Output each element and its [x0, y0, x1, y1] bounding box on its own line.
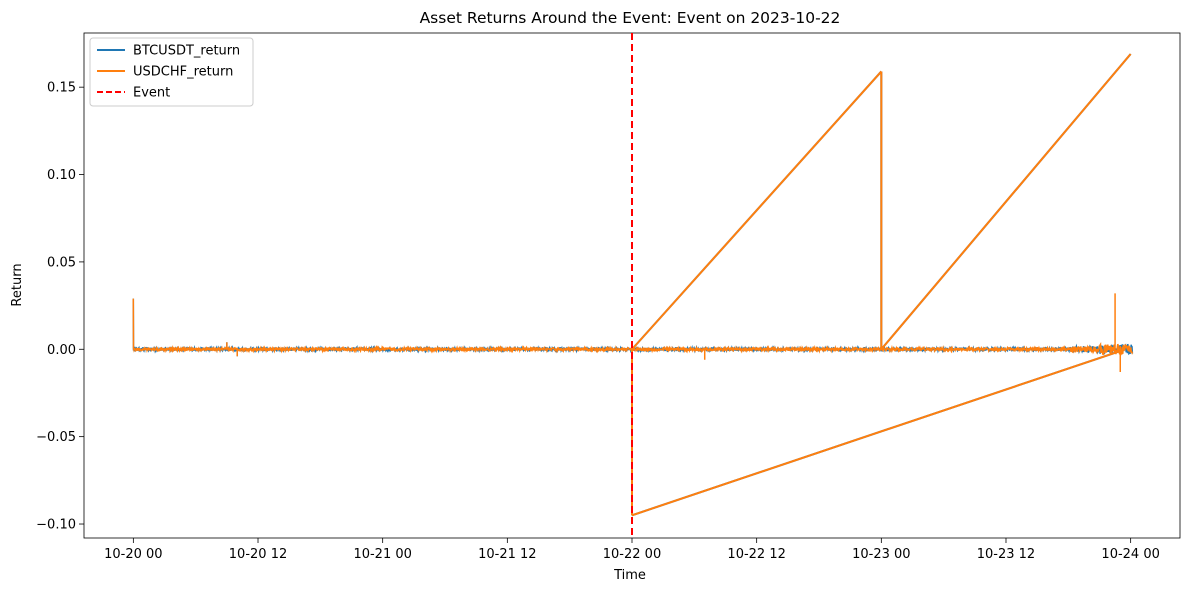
series-USDCHF_return [132, 53, 1134, 517]
series-segment [880, 53, 1132, 350]
series-segment [631, 348, 1126, 517]
legend-box [89, 37, 254, 107]
x-tick-label: 10-20 00 [104, 547, 162, 562]
x-tick-label: 10-24 00 [1101, 547, 1159, 562]
x-tick-label: 10-21 12 [478, 547, 536, 562]
y-tick-label: 0.00 [47, 343, 76, 358]
x-tick-label: 10-23 00 [852, 547, 910, 562]
x-axis-label: Time [613, 568, 646, 583]
chart-title: Asset Returns Around the Event: Event on… [420, 9, 841, 27]
y-axis-label: Return [10, 263, 25, 306]
x-tick-label: 10-22 00 [603, 547, 661, 562]
legend-label: Event [133, 86, 170, 101]
x-tick-label: 10-23 12 [977, 547, 1035, 562]
x-tick-label: 10-21 00 [353, 547, 411, 562]
legend-label: USDCHF_return [133, 65, 233, 80]
y-tick-label: 0.05 [47, 255, 76, 270]
x-tick-label: 10-20 12 [229, 547, 287, 562]
y-tick-label: −0.10 [36, 518, 76, 533]
y-tick-label: 0.15 [47, 81, 76, 96]
data-layer [132, 33, 1134, 538]
y-tick-label: −0.05 [36, 430, 76, 445]
x-tick-label: 10-22 12 [727, 547, 785, 562]
legend-label: BTCUSDT_return [133, 44, 240, 59]
series-segment [631, 70, 883, 350]
axis-layer: 10-20 00 10-20 12 10-21 00 10-21 12 10-22 00… [36, 81, 1160, 562]
legend: BTCUSDT_return USDCHF_return Event [89, 37, 254, 107]
y-tick-label: 0.10 [47, 168, 76, 183]
